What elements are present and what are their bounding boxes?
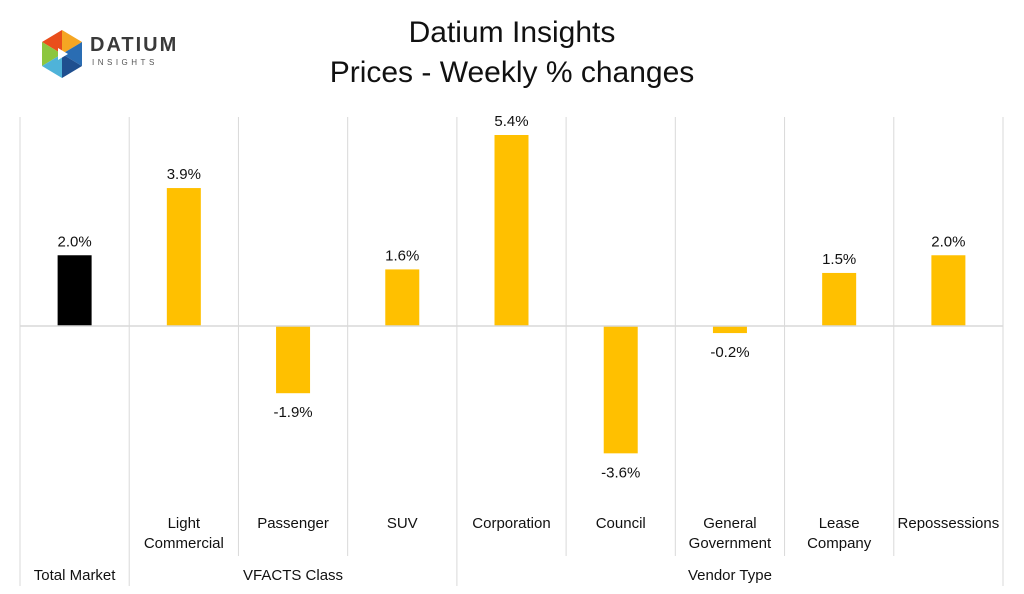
category-label: Lease [819, 515, 860, 532]
datium-logo: DATIUM INSIGHTS [38, 28, 198, 80]
category-label: Government [689, 535, 772, 552]
category-label: Corporation [472, 515, 550, 532]
bar [385, 269, 420, 326]
data-label: -0.2% [710, 344, 749, 361]
category-label: Commercial [144, 535, 224, 552]
category-label: Company [807, 535, 872, 552]
logo-wordmark: DATIUM [90, 34, 179, 56]
data-label: 3.9% [167, 166, 201, 183]
category-label: Repossessions [898, 515, 1000, 532]
category-label: General [703, 515, 756, 532]
category-label: Passenger [257, 515, 329, 532]
bar [494, 135, 529, 326]
data-label: -3.6% [601, 464, 640, 481]
category-label: SUV [387, 515, 418, 532]
chart-subtitle: Prices - Weekly % changes [329, 56, 695, 89]
data-label: 2.0% [931, 233, 965, 250]
category-label: Council [596, 515, 646, 532]
bar [166, 188, 201, 326]
bar [822, 272, 857, 326]
group-label: Vendor Type [688, 567, 772, 584]
logo-tagline: INSIGHTS [92, 58, 158, 67]
category-label: Light [168, 515, 201, 532]
bar [712, 326, 747, 334]
data-label: 2.0% [58, 233, 92, 250]
data-label: 1.6% [385, 247, 419, 264]
data-label: -1.9% [273, 404, 312, 421]
bar [57, 255, 92, 326]
chart-title: Datium Insights [408, 16, 616, 49]
data-label: 5.4% [494, 113, 528, 130]
group-label: Total Market [34, 567, 117, 584]
bar [931, 255, 966, 326]
bar [276, 326, 311, 394]
bar [603, 326, 638, 454]
data-label: 1.5% [822, 251, 856, 268]
group-label: VFACTS Class [243, 567, 343, 584]
datium-logo-icon [42, 30, 82, 78]
